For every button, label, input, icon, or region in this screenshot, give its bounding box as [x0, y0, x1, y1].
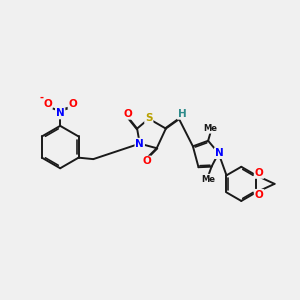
- Text: -: -: [40, 93, 44, 103]
- Text: N: N: [135, 139, 144, 148]
- Text: O: O: [68, 99, 77, 109]
- Text: O: O: [255, 190, 263, 200]
- Text: H: H: [178, 109, 186, 119]
- Text: O: O: [43, 99, 52, 109]
- Text: S: S: [145, 113, 153, 123]
- Text: N: N: [215, 148, 224, 158]
- Text: O: O: [142, 156, 151, 167]
- Text: N: N: [56, 109, 64, 118]
- Text: O: O: [255, 168, 263, 178]
- Text: O: O: [124, 109, 133, 119]
- Text: Me: Me: [203, 124, 218, 133]
- Text: Me: Me: [202, 175, 216, 184]
